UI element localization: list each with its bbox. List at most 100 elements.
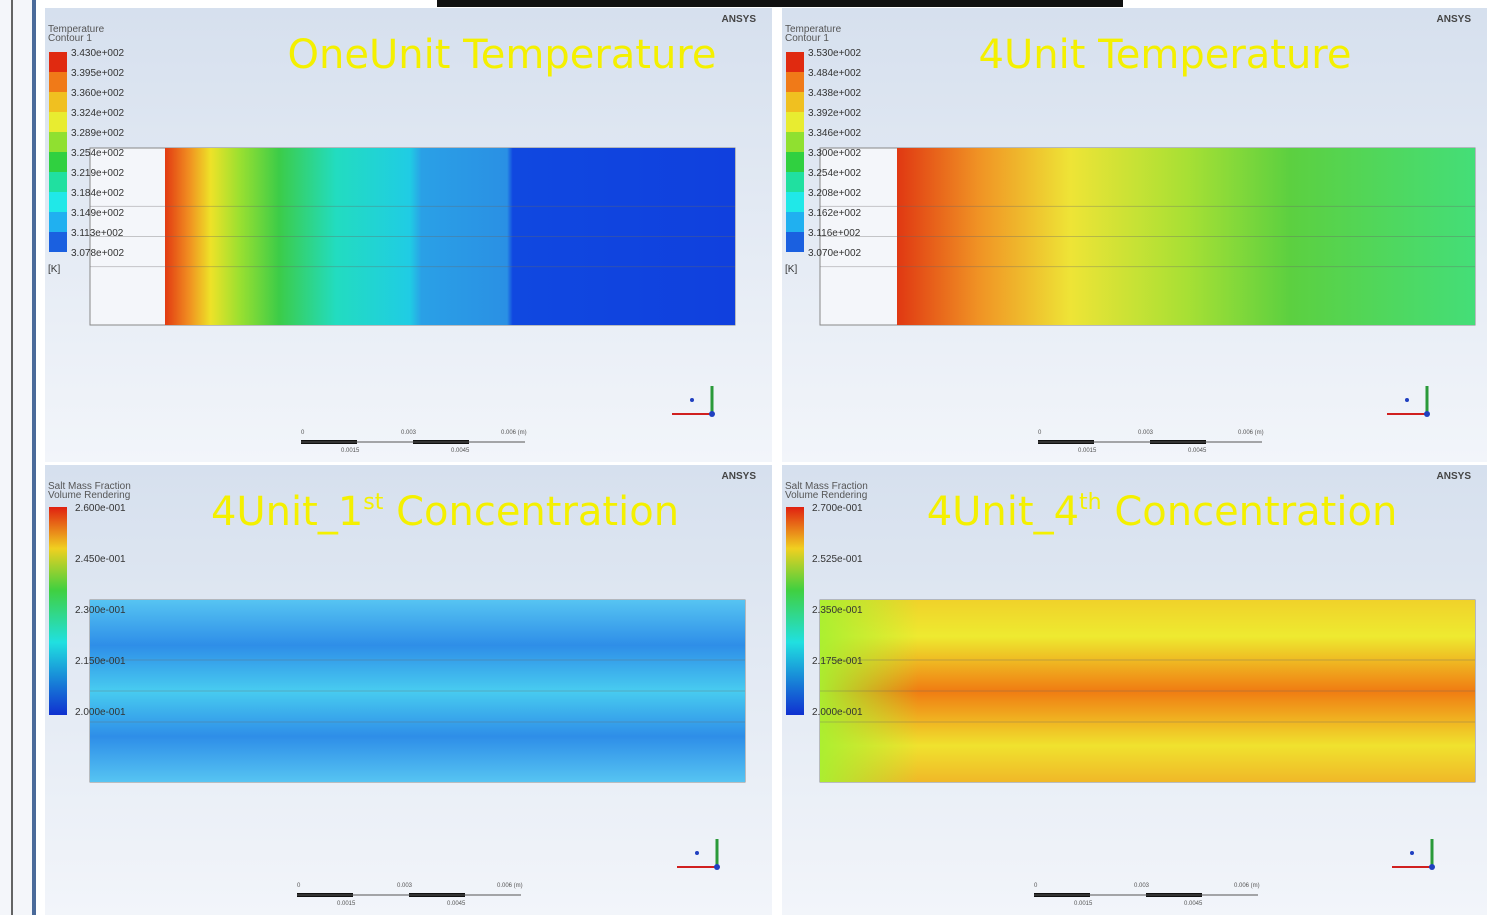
legend-label: 2.175e-001 xyxy=(812,656,863,667)
scale-label: 0.0045 xyxy=(451,448,470,454)
scale-label: 0.0045 xyxy=(1184,901,1203,907)
scale-label: 0.003 xyxy=(1134,883,1150,889)
axis-dot xyxy=(1405,398,1409,402)
scale-label: 0.0015 xyxy=(1078,448,1097,454)
panel-title: 4Unit_4th Concentration xyxy=(927,489,1398,535)
legend-band xyxy=(786,212,804,232)
legend-unit: [K] xyxy=(48,264,60,275)
legend-label: 3.208e+002 xyxy=(808,188,862,199)
scale-label: 0.0015 xyxy=(341,448,360,454)
top-bar xyxy=(437,0,1123,7)
brand-label: ANSYS xyxy=(722,14,757,25)
legend-label: 3.289e+002 xyxy=(71,128,125,139)
legend-label: 3.324e+002 xyxy=(71,108,125,119)
legend-label: 2.150e-001 xyxy=(75,656,126,667)
panel-title: OneUnit Temperature xyxy=(288,32,717,78)
legend-label: 3.070e+002 xyxy=(808,248,862,259)
legend-label: 3.116e+002 xyxy=(808,228,861,239)
legend-band xyxy=(786,192,804,212)
legend-subtitle: Volume Rendering xyxy=(785,490,867,501)
title-text: 4Unit_1 xyxy=(211,489,363,535)
panel-title: 4Unit_1st Concentration xyxy=(211,489,679,535)
scale-label: 0.003 xyxy=(1138,430,1154,436)
legend-label: 3.392e+002 xyxy=(808,108,862,119)
legend-band xyxy=(49,132,67,152)
legend-band xyxy=(786,92,804,112)
legend-label: 2.700e-001 xyxy=(812,503,863,514)
legend-bar xyxy=(49,507,67,715)
legend-label: 3.184e+002 xyxy=(71,188,125,199)
legend-label: 3.078e+002 xyxy=(71,248,125,259)
scale-label: 0.006 (m) xyxy=(501,430,527,436)
title-text: 4Unit_4 xyxy=(927,489,1079,535)
axis-dot xyxy=(690,398,694,402)
legend-label: 3.162e+002 xyxy=(808,208,862,219)
legend-band xyxy=(786,52,804,72)
panel: 4Unit_1st ConcentrationANSYSSalt Mass Fr… xyxy=(45,465,772,915)
scale-label: 0.0015 xyxy=(1074,901,1093,907)
legend-label: 2.000e-001 xyxy=(812,707,863,718)
legend-band xyxy=(49,52,67,72)
legend-label: 3.254e+002 xyxy=(71,148,125,159)
page: {"panels": [ {"title": {"text": "OneUnit… xyxy=(0,0,1487,915)
axis-dot xyxy=(1410,851,1414,855)
legend-label: 3.149e+002 xyxy=(71,208,125,219)
legend-label: 3.346e+002 xyxy=(808,128,862,139)
legend-label: 3.300e+002 xyxy=(808,148,862,159)
legend-band xyxy=(786,112,804,132)
axis-origin xyxy=(1424,411,1430,417)
scale-label: 0.0045 xyxy=(447,901,466,907)
legend-label: 2.350e-001 xyxy=(812,605,863,616)
legend-subtitle: Contour 1 xyxy=(785,33,829,44)
title-text: OneUnit Temperature xyxy=(288,32,717,78)
legend-band xyxy=(786,152,804,172)
legend-label: 3.484e+002 xyxy=(808,68,862,79)
legend-label: 3.438e+002 xyxy=(808,88,862,99)
scale-label: 0.003 xyxy=(401,430,417,436)
legend-band xyxy=(786,72,804,92)
legend-label: 2.450e-001 xyxy=(75,554,126,565)
title-superscript: st xyxy=(363,490,383,515)
legend-band xyxy=(49,152,67,172)
scale-label: 0.003 xyxy=(397,883,413,889)
legend-band xyxy=(786,172,804,192)
legend-band xyxy=(786,132,804,152)
legend-label: 2.525e-001 xyxy=(812,554,863,565)
axis-origin xyxy=(709,411,715,417)
title-tail: Concentration xyxy=(383,489,679,535)
brand-label: ANSYS xyxy=(1437,471,1472,482)
side-strip xyxy=(0,0,35,915)
scale-label: 0.006 (m) xyxy=(497,883,523,889)
legend-label: 2.000e-001 xyxy=(75,707,126,718)
title-tail: Concentration xyxy=(1102,489,1398,535)
panel-title: 4Unit Temperature xyxy=(979,32,1352,78)
scale-label: 0.0045 xyxy=(1188,448,1207,454)
legend-label: 2.300e-001 xyxy=(75,605,126,616)
legend-label: 3.254e+002 xyxy=(808,168,862,179)
panels: OneUnit TemperatureANSYSTemperatureConto… xyxy=(45,8,1487,915)
legend-label: 3.219e+002 xyxy=(71,168,125,179)
panel: OneUnit TemperatureANSYSTemperatureConto… xyxy=(45,8,772,462)
legend-label: 3.530e+002 xyxy=(808,48,862,59)
legend-band xyxy=(49,172,67,192)
legend-label: 2.600e-001 xyxy=(75,503,126,514)
legend-band xyxy=(49,192,67,212)
scale-label: 0.0015 xyxy=(337,901,356,907)
legend-band xyxy=(49,72,67,92)
scale-label: 0.006 (m) xyxy=(1234,883,1260,889)
axis-origin xyxy=(1429,864,1435,870)
legend-label: 3.113e+002 xyxy=(71,228,124,239)
title-superscript: th xyxy=(1079,490,1102,515)
legend-band xyxy=(49,212,67,232)
brand-label: ANSYS xyxy=(722,471,757,482)
legend-band xyxy=(49,92,67,112)
legend-label: 3.430e+002 xyxy=(71,48,125,59)
legend-band xyxy=(49,112,67,132)
legend-bar xyxy=(786,507,804,715)
panel: 4Unit TemperatureANSYSTemperatureContour… xyxy=(782,8,1487,462)
legend-subtitle: Contour 1 xyxy=(48,33,92,44)
title-text: 4Unit Temperature xyxy=(979,32,1352,78)
legend-label: 3.395e+002 xyxy=(71,68,125,79)
legend-band xyxy=(49,232,67,252)
